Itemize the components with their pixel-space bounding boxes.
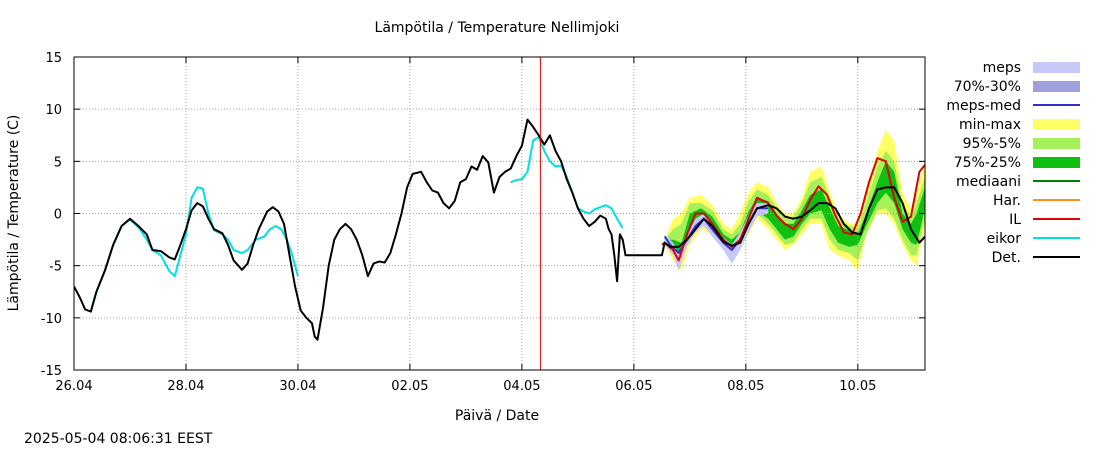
- x-tick-label: 08.05: [727, 379, 764, 394]
- forecast-bands: [664, 130, 925, 271]
- series-lines: [74, 57, 925, 370]
- x-tick-label: 30.04: [279, 379, 316, 394]
- legend-swatch: [1033, 119, 1080, 130]
- legend-swatch: [1033, 62, 1080, 73]
- legend-swatch: [1033, 81, 1080, 92]
- legend-label: Har.: [993, 193, 1021, 209]
- legend-item-mediaani: mediaani: [956, 174, 1080, 190]
- x-tick-label: 26.04: [55, 379, 92, 394]
- legend-swatch: [1033, 138, 1080, 149]
- legend-label: min-max: [959, 117, 1021, 133]
- chart-title: Lämpötila / Temperature Nellimjoki: [375, 20, 620, 36]
- legend-item-il: IL: [1009, 212, 1080, 228]
- band-75-25-: [664, 161, 925, 256]
- y-tick-label: 0: [54, 208, 62, 223]
- legend-item-har-: Har.: [993, 193, 1080, 209]
- legend-item-70-30-: 70%-30%: [954, 79, 1080, 95]
- legend: meps 70%-30% meps-med min-max 95%-5% 75%-25% m…: [946, 60, 1080, 266]
- timestamp: 2025-05-04 08:06:31 EEST: [24, 431, 213, 447]
- y-tick-label: -10: [41, 312, 62, 327]
- legend-label: meps: [983, 60, 1021, 76]
- legend-label: meps-med: [946, 98, 1021, 114]
- axes: -15 -10 -5 0 5 10 15 26.04 28.04 30.04 02.05 04.05 0…: [41, 51, 926, 394]
- legend-item-75-25-: 75%-25%: [954, 155, 1080, 171]
- legend-item-min-max: min-max: [959, 117, 1080, 133]
- legend-label: eikor: [987, 231, 1022, 247]
- legend-label: mediaani: [956, 174, 1021, 190]
- legend-item-95-5-: 95%-5%: [963, 136, 1080, 152]
- legend-label: IL: [1009, 212, 1021, 228]
- band-meps: [664, 203, 769, 271]
- x-axis-label: Päivä / Date: [455, 408, 539, 424]
- legend-item-det-: Det.: [992, 250, 1080, 266]
- series-il: [661, 157, 925, 262]
- x-tick-label: 04.05: [503, 379, 540, 394]
- series-eikor: [510, 136, 624, 229]
- y-axis-label: Lämpötila / Temperature (C): [6, 115, 22, 312]
- y-tick-label: -5: [49, 260, 62, 275]
- grid: [74, 57, 925, 370]
- legend-label: 75%-25%: [954, 155, 1021, 171]
- legend-label: 95%-5%: [963, 136, 1021, 152]
- legend-swatch: [1033, 157, 1080, 168]
- x-tick-label: 06.05: [615, 379, 652, 394]
- y-tick-label: 5: [54, 155, 62, 170]
- y-tick-label: 15: [45, 51, 62, 66]
- y-tick-label: -15: [41, 364, 62, 379]
- x-tick-label: 02.05: [391, 379, 428, 394]
- legend-label: Det.: [992, 250, 1021, 266]
- legend-item-meps-med: meps-med: [946, 98, 1080, 114]
- legend-item-meps: meps: [983, 60, 1080, 76]
- x-tick-label: 10.05: [839, 379, 876, 394]
- y-tick-label: 10: [45, 103, 62, 118]
- x-tick-label: 28.04: [167, 379, 204, 394]
- legend-item-eikor: eikor: [987, 231, 1080, 247]
- series-det-: [74, 118, 925, 341]
- legend-label: 70%-30%: [954, 79, 1021, 95]
